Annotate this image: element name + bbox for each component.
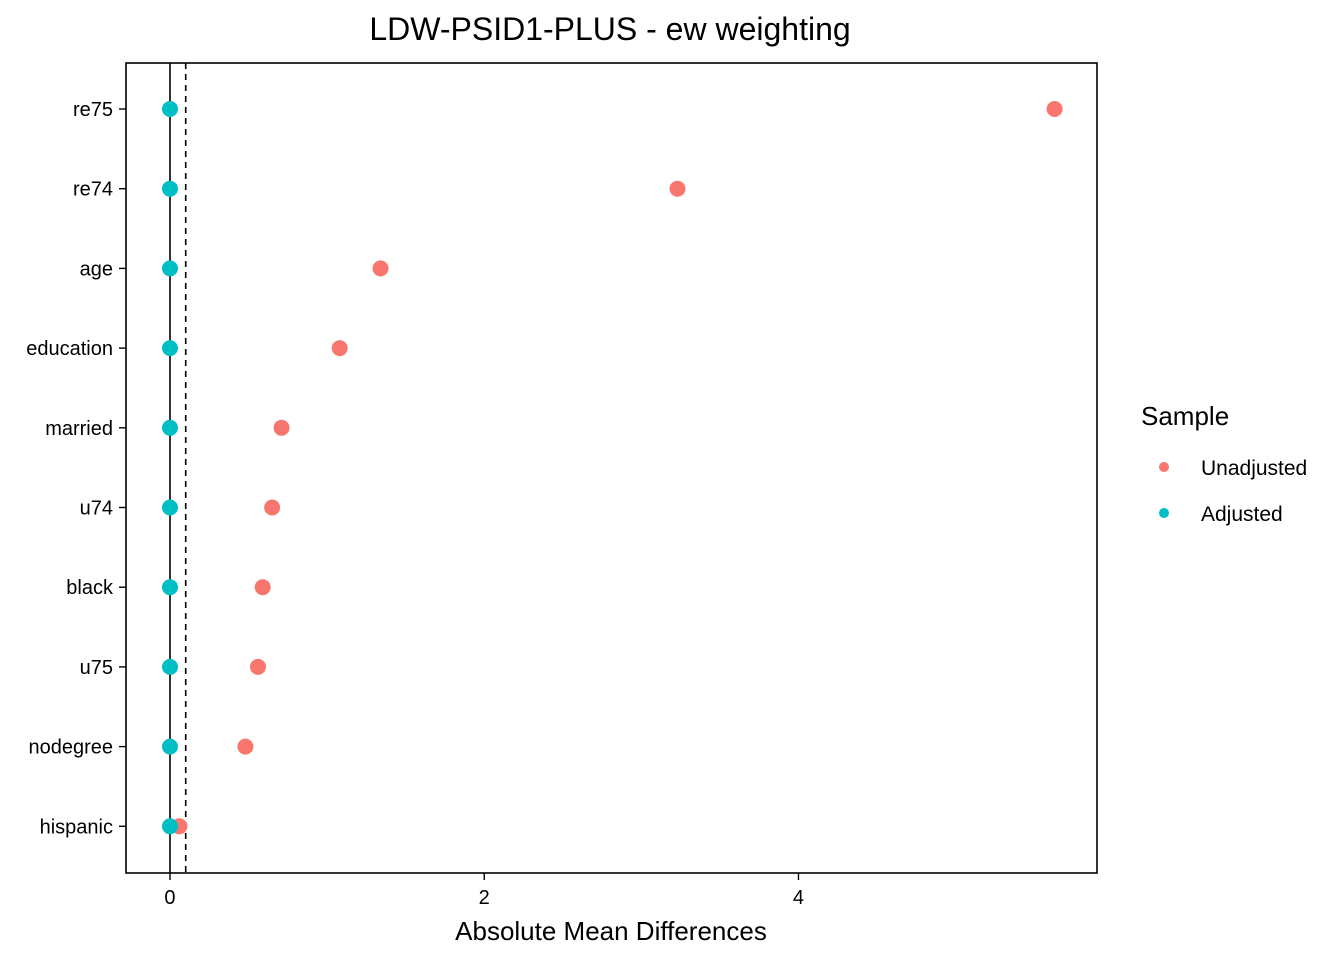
y-tick-label-married: married [45, 418, 113, 440]
point-adjusted-nodegree [161, 738, 178, 755]
y-tick-label-nodegree: nodegree [28, 737, 113, 759]
point-adjusted-re74 [161, 180, 178, 197]
point-adjusted-married [161, 419, 178, 436]
point-unadjusted-u74 [264, 499, 281, 516]
point-unadjusted-re75 [1046, 101, 1063, 117]
point-unadjusted-nodegree [237, 738, 254, 755]
chart-title: LDW-PSID1-PLUS - ew weighting [369, 11, 850, 47]
legend-key-unadjusted [1159, 462, 1169, 472]
point-adjusted-education [161, 340, 178, 357]
legend-label-adjusted: Adjusted [1201, 503, 1283, 526]
x-tick-label: 4 [793, 887, 804, 909]
y-tick-label-education: education [26, 338, 113, 360]
y-tick-label-age: age [80, 258, 113, 280]
plot-area: re75 re74 age education married u74 black u75 no… [26, 62, 1098, 909]
legend: Sample Unadjusted Adjusted [1141, 401, 1307, 526]
point-adjusted-hispanic [161, 818, 178, 835]
point-unadjusted-re74 [669, 180, 686, 197]
legend-key-adjusted [1159, 508, 1169, 518]
y-tick-label-hispanic: hispanic [40, 816, 113, 838]
y-tick-label-re75: re75 [73, 99, 113, 121]
plot-panel-border [125, 62, 1098, 874]
x-axis-title: Absolute Mean Differences [455, 916, 767, 946]
point-unadjusted-education [331, 340, 348, 357]
point-unadjusted-married [273, 419, 290, 436]
legend-title: Sample [1141, 401, 1229, 431]
x-tick-label: 0 [164, 887, 175, 909]
y-tick-label-re74: re74 [73, 179, 113, 201]
point-adjusted-u75 [161, 658, 178, 675]
y-tick-label-u74: u74 [80, 498, 113, 520]
point-adjusted-re75 [161, 101, 178, 117]
point-adjusted-black [161, 579, 178, 596]
point-unadjusted-age [372, 260, 389, 277]
point-unadjusted-black [254, 579, 271, 596]
point-adjusted-age [161, 260, 178, 277]
legend-label-unadjusted: Unadjusted [1201, 457, 1307, 480]
x-tick-label: 2 [479, 887, 490, 909]
point-adjusted-u74 [161, 499, 178, 516]
point-unadjusted-u75 [249, 658, 266, 675]
y-tick-label-u75: u75 [80, 657, 113, 679]
y-tick-label-black: black [66, 577, 114, 599]
